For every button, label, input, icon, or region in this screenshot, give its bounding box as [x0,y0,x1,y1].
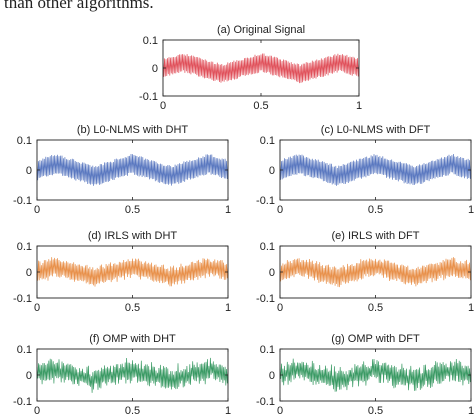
panel-title: (e) IRLS with DFT [331,230,419,242]
signal-trace [279,358,472,392]
x-tick-label: 1 [225,204,231,216]
y-tick-label: 0.1 [17,135,32,147]
x-tick-label: 0.5 [368,405,383,417]
y-tick-label: 0.1 [260,344,275,356]
signal-trace [36,153,229,186]
panel-title: (b) L0-NLMS with DHT [77,124,189,136]
x-tick-label: 0.5 [125,405,140,417]
y-tick-label: -0.1 [139,91,158,103]
y-tick-label: 0.1 [143,35,158,47]
panel-title: (a) Original Signal [217,24,305,36]
y-tick-label: -0.1 [13,293,32,305]
x-tick-label: 1 [225,405,231,417]
x-tick-label: 0 [277,204,283,216]
y-tick-label: 0 [26,165,32,177]
x-tick-label: 1 [468,302,474,314]
x-tick-label: 0 [34,405,40,417]
x-tick-label: 0.5 [125,204,140,216]
y-tick-label: 0 [26,267,32,279]
x-tick-label: 0.5 [125,302,140,314]
x-tick-label: 0 [34,302,40,314]
y-tick-label: 0.1 [260,135,275,147]
y-tick-label: 0.1 [17,344,32,356]
y-tick-label: 0 [269,370,275,382]
y-tick-label: -0.1 [256,293,275,305]
panel-title: (g) OMP with DFT [331,333,420,345]
x-tick-label: 0 [160,100,166,112]
y-tick-label: 0 [269,165,275,177]
x-tick-label: 1 [225,302,231,314]
x-tick-label: 0.5 [253,100,268,112]
y-tick-label: 0 [26,370,32,382]
signal-trace [279,153,472,186]
y-tick-label: -0.1 [256,396,275,408]
panel-title: (d) IRLS with DHT [88,230,178,242]
x-tick-label: 0 [34,204,40,216]
signal-trace [162,53,360,84]
panel-title: (c) L0-NLMS with DFT [321,124,431,136]
x-tick-label: 1 [468,204,474,216]
x-tick-label: 1 [468,405,474,417]
signal-trace [36,357,229,393]
x-tick-label: 0 [277,302,283,314]
y-tick-label: 0.1 [260,241,275,253]
signal-trace [36,257,229,287]
x-tick-label: 0 [277,405,283,417]
y-tick-label: -0.1 [256,195,275,207]
y-tick-label: 0 [152,63,158,75]
x-tick-label: 0.5 [368,204,383,216]
y-tick-label: -0.1 [13,396,32,408]
signal-trace [279,257,472,288]
x-tick-label: 0.5 [368,302,383,314]
y-tick-label: 0 [269,267,275,279]
panel-title: (f) OMP with DHT [89,333,176,345]
y-tick-label: -0.1 [13,195,32,207]
x-tick-label: 1 [356,100,362,112]
page-caption: than other algorithms. [4,0,154,12]
y-tick-label: 0.1 [17,241,32,253]
